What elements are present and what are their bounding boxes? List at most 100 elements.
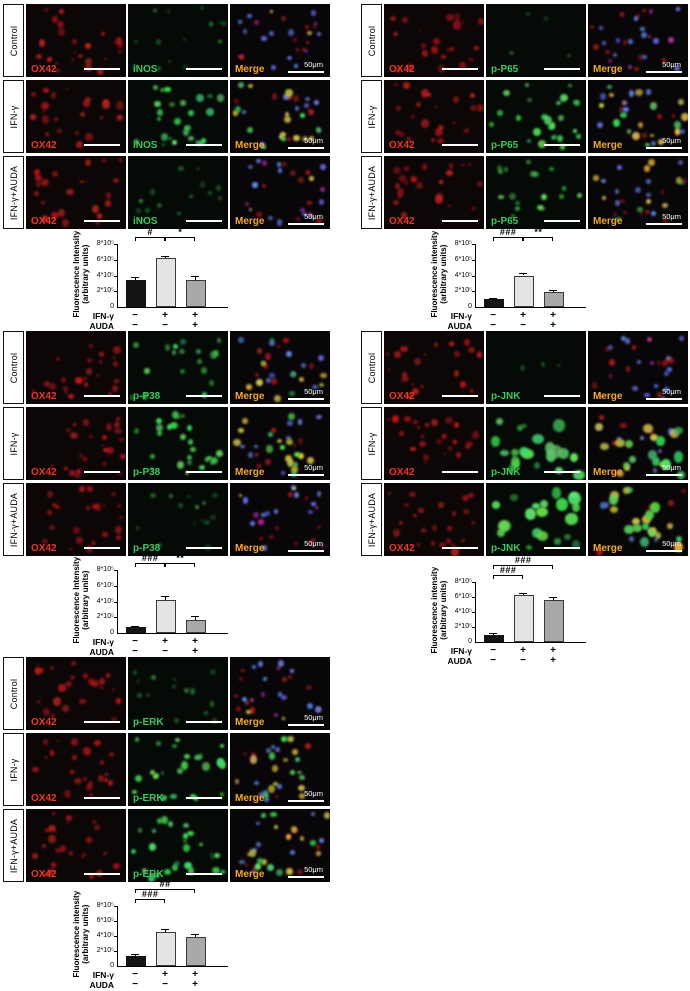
cell-blob [237, 336, 244, 343]
scale-bar [186, 720, 222, 723]
cell-blob [310, 10, 317, 17]
micrograph-merge: Merge 50μm [588, 407, 688, 480]
cell-blob [234, 778, 240, 784]
cell-blob [254, 20, 260, 26]
cell-blob [69, 432, 78, 440]
cell-blob [171, 349, 177, 355]
cell-blob [249, 208, 253, 212]
cell-blob [427, 93, 431, 97]
cell-blob [254, 452, 259, 457]
cell-blob [196, 94, 205, 103]
y-tick-mark [472, 597, 475, 598]
cell-blob [186, 424, 192, 431]
y-tick-label: 2*10⁵ [96, 613, 114, 621]
cell-blob [396, 187, 405, 197]
y-axis-label-line1: Fluorescence Intensity [71, 230, 81, 318]
bar-ifn-gamma [514, 594, 534, 642]
cell-blob [415, 181, 423, 189]
cell-blob [419, 30, 422, 33]
scale-label: 50μm [662, 136, 681, 145]
cell-blob [619, 106, 625, 113]
sig-label: ** [533, 227, 542, 237]
cell-blob [182, 128, 190, 137]
cell-blob [436, 438, 443, 444]
cell-blob [174, 861, 180, 867]
cell-blob [496, 528, 505, 537]
cell-blob [510, 448, 520, 456]
scale-bar [544, 67, 580, 70]
x-axis-symbol: − [520, 320, 526, 331]
cell-blob [75, 537, 84, 545]
cell-blob [260, 360, 265, 365]
cell-blob [316, 126, 322, 132]
x-axis-row-name: IFN-γ [450, 646, 472, 656]
cell-blob [104, 58, 107, 61]
cell-blob [85, 368, 93, 375]
cell-blob [296, 216, 301, 222]
cell-blob [660, 458, 671, 470]
cell-blob [51, 211, 60, 219]
cell-blob [604, 345, 610, 352]
cell-blob [190, 446, 197, 453]
cell-blob [192, 522, 197, 526]
cell-blob [209, 852, 213, 857]
cell-blob [464, 127, 470, 133]
chart-p-P38: Fluorescence Intensity (arbitrary units) 0… [68, 553, 243, 661]
cell-blob [239, 676, 243, 681]
cell-blob [647, 450, 658, 460]
cell-blob [135, 775, 143, 782]
cell-blob [675, 535, 683, 543]
cell-blob [152, 773, 158, 779]
cell-blob [306, 456, 315, 464]
micrograph-p-P38: p-P38 [128, 331, 228, 404]
cell-blob [633, 15, 639, 22]
ox42-label: OX42 [389, 216, 415, 227]
cell-blob [418, 508, 424, 513]
cell-blob [537, 139, 546, 149]
cell-blob [448, 162, 454, 169]
cell-blob [675, 7, 681, 12]
micrograph-p-P38: p-P38 [128, 407, 228, 480]
chart-iNOS: Fluorescence Intensity (arbitrary units) 0… [68, 227, 243, 335]
cell-blob [393, 199, 400, 205]
cell-blob [410, 114, 414, 118]
cell-blob [177, 502, 183, 509]
cell-blob [469, 104, 477, 111]
cell-blob [56, 739, 59, 743]
cell-blob [271, 378, 277, 385]
cell-blob [161, 143, 165, 147]
cell-blob [233, 99, 240, 104]
cell-blob [112, 177, 119, 184]
cell-blob [88, 793, 93, 797]
x-axis-symbol: − [162, 979, 168, 990]
scale-label: 50μm [662, 387, 681, 396]
cell-blob [202, 761, 211, 771]
scale-bar [442, 67, 478, 70]
micrograph-merge: Merge 50μm [588, 4, 688, 77]
cell-blob [266, 864, 274, 872]
sig-label: ** [175, 553, 184, 563]
x-axis-symbol: − [490, 655, 496, 666]
cell-blob [101, 444, 105, 447]
chart-plot-area [475, 244, 586, 308]
cell-blob [313, 22, 318, 26]
cell-blob [62, 386, 69, 392]
cell-blob [527, 97, 533, 103]
cell-blob [80, 111, 86, 118]
cell-blob [261, 512, 266, 518]
micrograph-merge: Merge 50μm [230, 809, 330, 882]
row-label: IFN-γ [8, 105, 19, 128]
sig-label: ### [141, 889, 159, 899]
merge-label: Merge [235, 140, 265, 151]
cell-blob [625, 440, 633, 448]
cell-blob [99, 115, 104, 120]
cell-blob [43, 7, 49, 12]
cell-blob [91, 679, 99, 688]
cell-blob [409, 491, 417, 498]
cell-blob [167, 821, 173, 828]
cell-blob [425, 423, 429, 427]
cell-blob [323, 812, 330, 820]
cell-blob [557, 134, 564, 142]
cell-blob [238, 20, 243, 25]
cell-blob [200, 138, 207, 145]
